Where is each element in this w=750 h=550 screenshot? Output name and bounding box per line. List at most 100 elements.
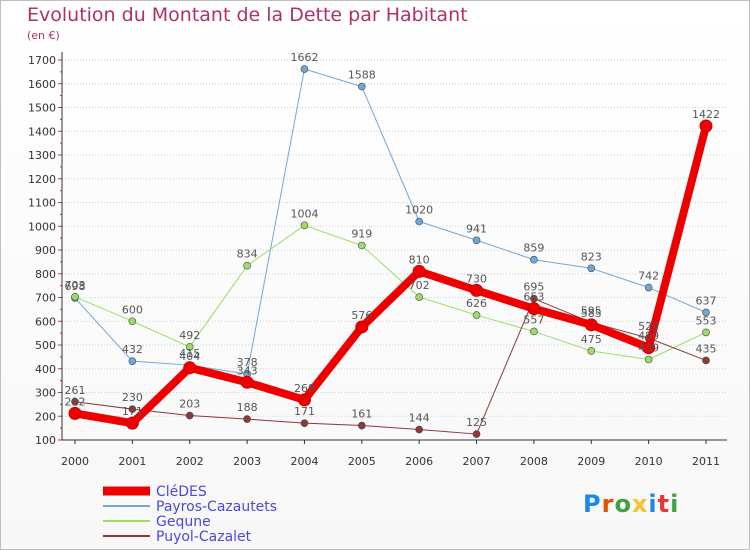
data-label: 378 [237,356,258,369]
x-tick-label: 2005 [348,455,376,468]
data-label: 171 [122,405,143,418]
data-point [702,308,710,317]
data-label: 415 [179,347,200,360]
legend-label: Puyol-Cazalet [156,529,252,545]
logo-letter: i [648,490,658,518]
y-tick-label: 800 [35,268,56,281]
data-label: 343 [237,364,258,377]
data-label: 595 [581,304,602,317]
data-point [644,355,653,364]
data-label: 1588 [348,69,376,82]
y-tick-label: 1200 [28,173,56,186]
data-point [297,393,311,407]
y-tick-label: 1000 [28,220,56,233]
data-label: 1004 [290,207,318,220]
chart-title: Evolution du Montant de la Dette par Hab… [27,4,468,26]
data-point [128,317,137,326]
data-point [415,425,423,434]
x-tick-label: 2002 [176,455,204,468]
logo-letter: i [670,490,680,518]
legend-label: Payros-Cazautets [156,499,277,515]
proxiti-logo: Proxiti [583,490,679,518]
data-label: 626 [466,297,487,310]
x-tick-label: 2007 [463,455,491,468]
data-label: 600 [122,303,143,316]
data-label: 703 [65,279,86,292]
data-point [185,411,194,420]
x-tick-label: 2004 [290,455,318,468]
data-point [183,361,197,375]
data-label: 475 [581,333,602,346]
series-line [74,224,707,360]
y-tick-label: 1300 [28,149,56,162]
data-point [300,221,309,230]
y-tick-label: 1100 [28,197,56,210]
series-line [71,122,710,428]
logo-letter: o [614,490,632,518]
data-point [355,320,369,334]
y-tick-label: 1700 [28,54,56,67]
data-label: 637 [696,294,717,307]
data-label: 810 [409,253,430,266]
x-tick-label: 2011 [692,455,720,468]
data-label: 261 [65,384,86,397]
x-tick-label: 2000 [61,455,89,468]
data-point [530,327,538,336]
y-tick-label: 500 [35,339,56,352]
y-tick-label: 300 [35,387,56,400]
data-point [71,292,79,301]
data-point [472,236,481,245]
data-label: 698 [65,280,86,293]
data-label: 730 [466,272,487,285]
data-label: 188 [237,401,258,414]
data-label: 432 [122,343,143,356]
data-label: 439 [638,341,659,354]
data-point [644,283,653,292]
data-label: 435 [696,342,717,355]
x-tick-label: 2003 [233,455,261,468]
data-point [358,82,366,91]
data-label: 161 [351,408,372,421]
data-label: 230 [122,391,143,404]
data-label: 941 [466,222,487,235]
data-point [128,357,137,365]
data-point [587,347,596,355]
data-point [300,419,309,427]
data-point [415,217,423,226]
data-label: 489 [638,330,659,343]
chart-subtitle: (en €) [27,29,60,42]
legend-label: CléDES [156,484,207,500]
data-point [472,430,481,438]
x-tick-label: 2010 [635,455,663,468]
x-tick-label: 2009 [577,455,605,468]
data-label: 859 [523,242,544,255]
data-point [71,397,79,406]
data-label: 1422 [692,108,720,121]
data-label: 823 [581,250,602,263]
data-label: 125 [466,416,487,429]
data-label: 171 [294,405,315,418]
data-point [412,264,426,278]
y-tick-label: 1500 [28,102,56,115]
data-label: 492 [179,329,200,342]
data-label: 834 [237,248,258,261]
data-label: 212 [65,395,86,408]
data-label: 553 [696,314,717,327]
data-point [185,343,194,351]
data-point [642,341,656,355]
data-point [702,356,710,365]
data-label: 203 [179,398,200,411]
y-tick-label: 200 [35,410,56,423]
data-point [702,328,710,337]
logo-letter: P [583,490,602,518]
logo-letter: t [657,490,671,518]
data-label: 695 [523,281,544,294]
y-tick-label: 1400 [28,125,56,138]
data-label: 702 [409,279,430,292]
data-point [125,416,139,430]
y-tick-label: 600 [35,315,56,328]
data-label: 919 [351,227,372,240]
data-label: 1020 [405,204,433,217]
